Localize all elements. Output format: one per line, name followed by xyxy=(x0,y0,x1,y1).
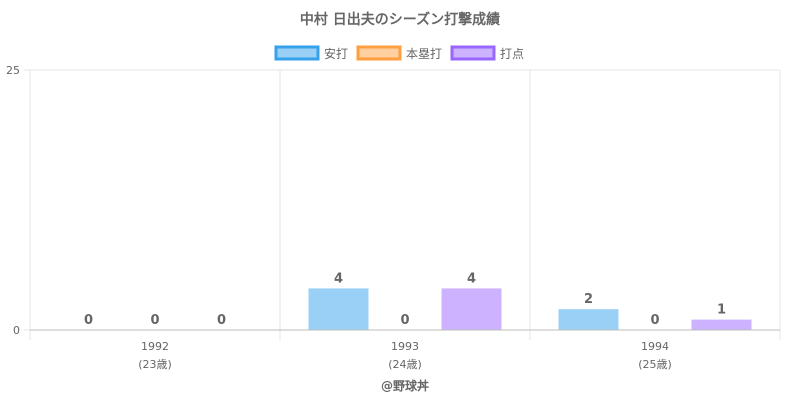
value-labels: 0 0 0 4 0 4 2 0 1 xyxy=(84,271,726,328)
data-label: 4 xyxy=(334,271,343,286)
x-tick-sublabel: (25歳) xyxy=(638,358,672,371)
y-tick-label: 0 xyxy=(13,324,20,337)
data-label: 4 xyxy=(467,271,476,286)
bar xyxy=(441,288,502,330)
x-tick-sublabel: (24歳) xyxy=(388,358,422,371)
legend-swatch[interactable] xyxy=(274,45,320,61)
legend-label[interactable]: 本塁打 xyxy=(406,47,442,61)
credit: @野球丼 xyxy=(381,378,429,393)
bars xyxy=(308,288,752,330)
grid xyxy=(24,69,781,340)
data-label: 1 xyxy=(717,303,726,318)
x-tick-label: 1993 xyxy=(391,340,419,353)
data-label: 0 xyxy=(84,313,93,328)
data-label: 0 xyxy=(650,313,659,328)
legend: 安打 本塁打 打点 xyxy=(274,45,524,61)
data-label: 2 xyxy=(584,292,593,307)
y-tick-label: 25 xyxy=(6,64,20,77)
data-label: 0 xyxy=(217,313,226,328)
legend-swatch[interactable] xyxy=(450,45,496,61)
bar xyxy=(308,288,369,330)
x-labels: 1992 (23歳) 1993 (24歳) 1994 (25歳) xyxy=(138,340,672,371)
x-tick-label: 1994 xyxy=(641,340,669,353)
data-label: 0 xyxy=(400,313,409,328)
legend-label[interactable]: 安打 xyxy=(324,46,348,61)
data-label: 0 xyxy=(150,313,159,328)
bar xyxy=(558,309,619,330)
chart-title: 中村 日出夫のシーズン打撃成績 xyxy=(300,11,500,28)
bar xyxy=(691,319,752,330)
x-tick-label: 1992 xyxy=(141,340,169,353)
legend-swatch[interactable] xyxy=(356,45,402,61)
legend-label[interactable]: 打点 xyxy=(500,47,524,61)
x-tick-sublabel: (23歳) xyxy=(138,358,172,371)
